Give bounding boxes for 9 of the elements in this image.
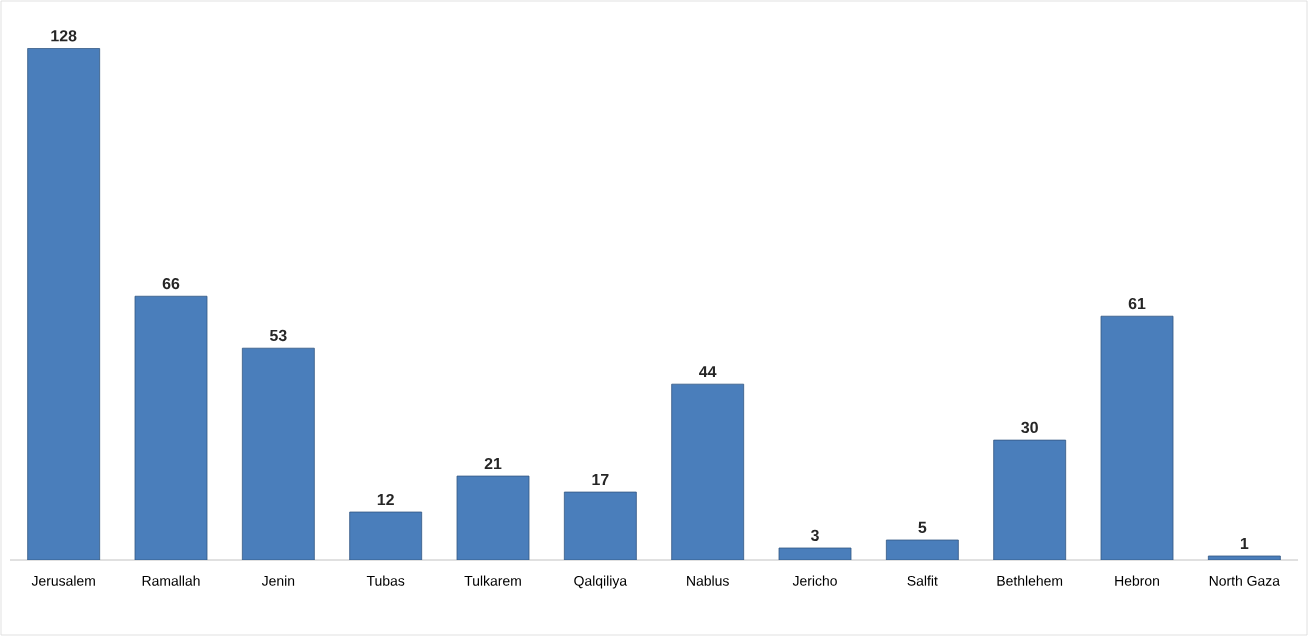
bar [241,347,315,560]
bar [456,475,530,560]
bar [27,48,101,560]
bar [563,491,637,560]
bar [134,295,208,560]
bar [1100,315,1174,560]
bar [671,383,745,560]
bar [349,511,423,560]
bar [993,439,1067,560]
